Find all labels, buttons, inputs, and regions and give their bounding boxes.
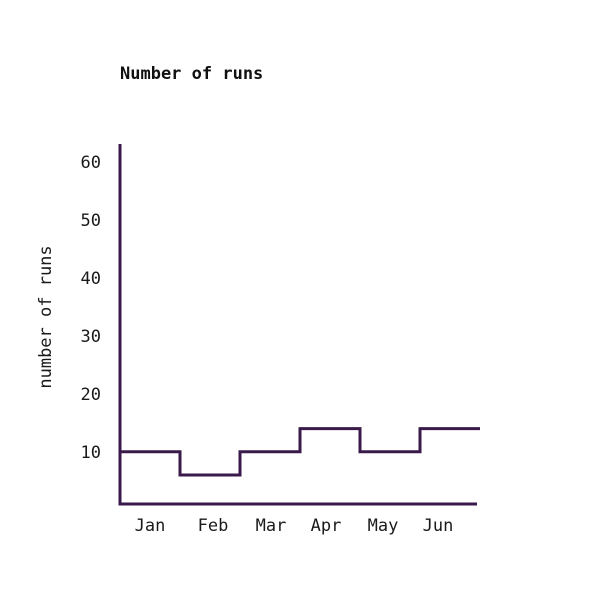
y-tick-label: 60 [81, 153, 101, 173]
y-tick-label: 20 [81, 385, 101, 405]
y-axis-label: number of runs [36, 245, 56, 388]
series-line [120, 427, 480, 477]
x-tick-label: Feb [198, 516, 229, 536]
series-group [120, 427, 480, 477]
x-tick-label: Jun [423, 516, 454, 536]
y-tick-label: 50 [81, 211, 101, 231]
chart-title: Number of runs [120, 64, 264, 84]
x-tick-label: Jan [135, 516, 166, 536]
y-tick-label: 40 [81, 269, 101, 289]
y-tick-label: 30 [81, 327, 101, 347]
x-tick-label: May [368, 516, 399, 536]
axes [118, 144, 477, 506]
y-tick-label: 10 [81, 443, 101, 463]
x-tick-labels: Jan Feb Mar Apr May Jun [135, 516, 454, 536]
x-tick-label: Mar [256, 516, 287, 536]
x-tick-label: Apr [311, 516, 342, 536]
y-tick-labels: 10 20 30 40 50 60 [81, 153, 101, 463]
